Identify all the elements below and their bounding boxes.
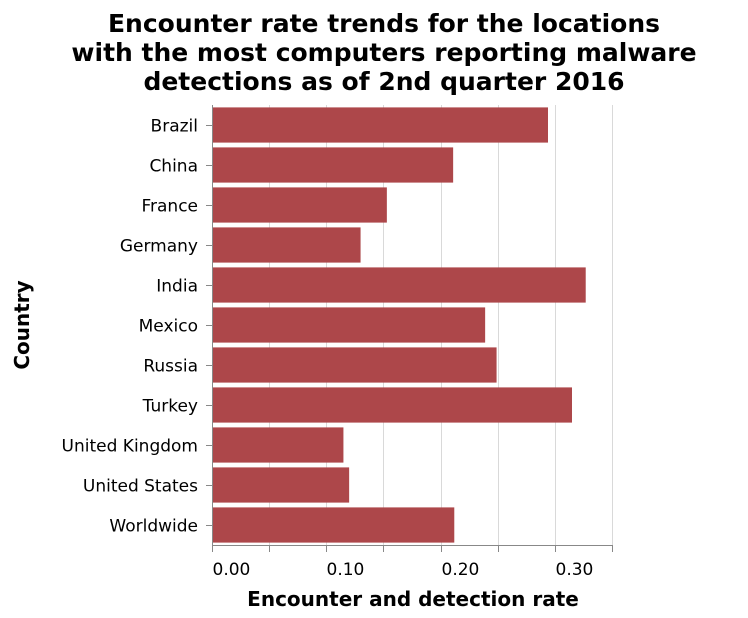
y-tick-label: Brazil (151, 117, 198, 137)
y-tick-label: Turkey (142, 397, 198, 417)
x-axis: 0.00 0.10 0.20 0.30 (212, 545, 613, 580)
y-axis: Brazil China France Germany India Mexico Russi… (62, 105, 213, 545)
bar (212, 107, 548, 143)
bar (212, 147, 454, 183)
y-tick-label: France (141, 197, 198, 217)
bar (212, 307, 486, 343)
y-tick-label: Worldwide (109, 517, 198, 537)
y-tick-label: Germany (120, 237, 198, 257)
bar (212, 427, 344, 463)
bar (212, 467, 350, 503)
bar (212, 187, 387, 223)
y-tick-label: Russia (143, 357, 198, 377)
bars (212, 107, 586, 543)
x-tick-label: 0.20 (442, 560, 480, 580)
y-tick-label: Mexico (139, 317, 198, 337)
bar (212, 267, 586, 303)
chart-title: Encounter rate trends for the locations … (71, 9, 696, 96)
chart-title-line-1: Encounter rate trends for the locations (108, 9, 660, 38)
chart-title-line-2: with the most computers reporting malwar… (71, 38, 696, 67)
x-tick-label: 0.30 (556, 560, 594, 580)
y-axis-title: Country (10, 280, 34, 369)
y-tick-label: China (149, 157, 198, 177)
y-tick-label: India (156, 277, 198, 297)
bar (212, 507, 455, 543)
y-tick-label: United States (83, 477, 198, 497)
y-tick-label: United Kingdom (62, 437, 198, 457)
bar (212, 387, 572, 423)
chart-title-line-3: detections as of 2nd quarter 2016 (143, 67, 624, 96)
bar (212, 227, 361, 263)
x-axis-title: Encounter and detection rate (247, 587, 579, 611)
x-tick-label: 0.00 (213, 560, 251, 580)
bar (212, 347, 497, 383)
x-tick-label: 0.10 (327, 560, 365, 580)
